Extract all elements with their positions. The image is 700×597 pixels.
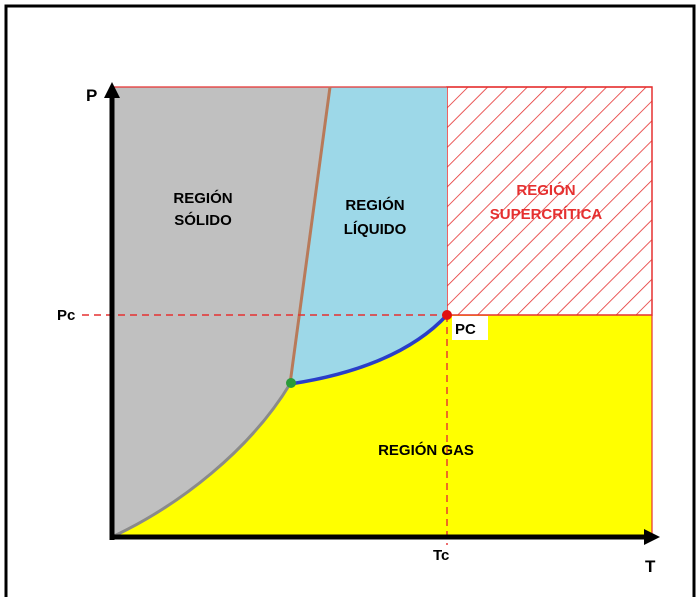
x-axis-label: T — [645, 557, 656, 576]
critical-point-label-bg — [452, 316, 488, 340]
vaporization-curve — [289, 313, 449, 386]
gas-label: REGIÓN GAS — [378, 441, 474, 459]
triple-point — [286, 378, 296, 388]
sublimation-curve — [111, 383, 292, 539]
supercritical-region — [446, 86, 653, 316]
y-axis-label: P — [86, 86, 97, 105]
solid-label-line1: REGIÓN — [173, 189, 232, 207]
fusion-curve — [288, 86, 332, 385]
solid-label-line2: SÓLIDO — [174, 211, 232, 229]
critical-point — [442, 310, 452, 320]
pc-tick-label: Pc — [57, 307, 75, 324]
tc-tick-label: Tc — [433, 547, 449, 564]
liquid-label-line1: REGIÓN — [345, 196, 404, 214]
supercritical-label-line2: SUPERCRÍTICA — [490, 206, 603, 223]
y-axis-arrow — [104, 82, 120, 98]
solid-region — [112, 87, 330, 537]
liquid-label-line2: LÍQUIDO — [344, 221, 407, 238]
gas-region — [112, 315, 652, 537]
critical-point-label: PC — [455, 321, 476, 338]
liquid-region — [290, 87, 447, 384]
supercritical-label-line1: REGIÓN — [516, 181, 575, 199]
x-axis-arrow — [644, 529, 660, 545]
